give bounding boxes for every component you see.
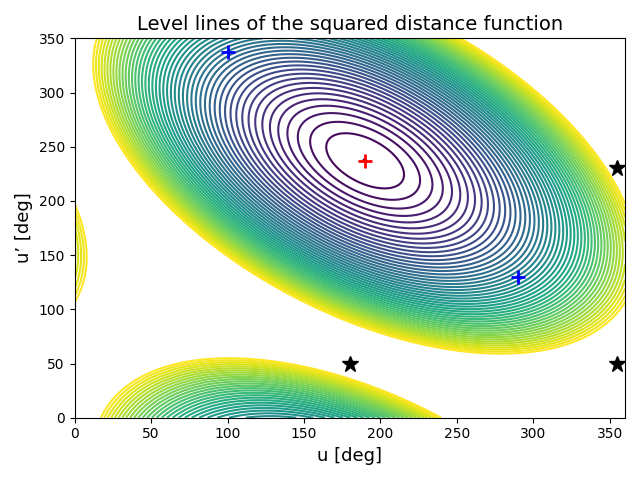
Y-axis label: u’ [deg]: u’ [deg] <box>15 192 33 264</box>
X-axis label: u [deg]: u [deg] <box>317 447 382 465</box>
Title: Level lines of the squared distance function: Level lines of the squared distance func… <box>137 15 563 34</box>
